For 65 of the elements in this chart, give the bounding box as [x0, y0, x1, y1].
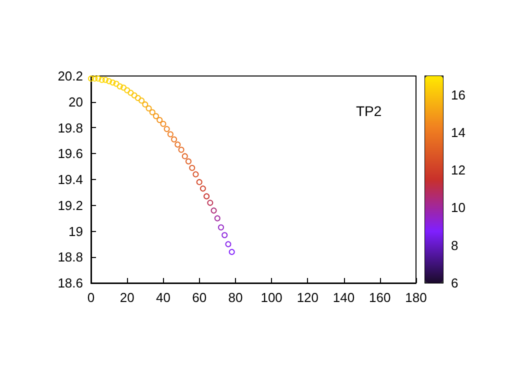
point [134, 94, 141, 101]
point [182, 153, 188, 160]
point [160, 120, 166, 127]
point [222, 232, 228, 238]
x-tick-label: 60 [192, 290, 207, 305]
point [131, 92, 138, 98]
point [228, 248, 235, 255]
y-tick-label: 18.8 [58, 250, 83, 265]
x-tick-label: 0 [87, 290, 95, 305]
x-tick-label: 40 [156, 290, 170, 305]
point [88, 76, 94, 82]
y-tick-label: 19.6 [58, 146, 83, 162]
point [102, 76, 108, 83]
annotation: TP2 [356, 103, 382, 119]
y-tick-label: 18.6 [58, 276, 83, 290]
point [138, 98, 145, 104]
y-tick-label: 19.8 [58, 120, 83, 136]
color-bar-label: 8 [451, 238, 458, 253]
point [110, 79, 116, 86]
point [171, 136, 178, 142]
point [196, 179, 202, 186]
point [142, 101, 148, 108]
x-tick-label: 120 [296, 290, 319, 305]
point [146, 105, 152, 112]
point [186, 158, 192, 164]
x-tick-label: 160 [369, 290, 391, 305]
color-bar-label: 16 [451, 87, 466, 102]
point [189, 164, 196, 171]
point [178, 146, 184, 153]
y-tick-label: 19.2 [58, 198, 83, 213]
point [174, 142, 181, 148]
point [200, 186, 206, 192]
color-bar-label: 12 [451, 162, 466, 178]
point [210, 208, 217, 214]
point [116, 83, 123, 90]
y-tick-label: 20.2 [58, 68, 83, 84]
point [120, 84, 126, 91]
point [156, 116, 163, 123]
x-tick-label: 100 [260, 290, 282, 305]
x-tick-label: 20 [120, 290, 134, 305]
point [204, 193, 210, 200]
point [225, 241, 232, 248]
point [167, 131, 174, 138]
color-bar-label: 14 [451, 124, 466, 140]
point [192, 171, 199, 178]
color-bar-label: 10 [451, 200, 466, 216]
point [98, 76, 105, 83]
x-tick-label: 80 [228, 290, 243, 305]
point [124, 87, 130, 94]
point [95, 76, 102, 82]
point [128, 90, 134, 96]
point [218, 224, 224, 230]
point [106, 78, 112, 84]
point [207, 200, 214, 206]
point [113, 80, 120, 87]
color-bar-label: 6 [451, 276, 458, 290]
y-tick-label: 20 [68, 94, 83, 110]
point [149, 109, 156, 116]
point [214, 215, 220, 222]
y-tick-label: 19.4 [58, 172, 83, 187]
x-tick-label: 180 [405, 290, 427, 305]
y-tick-label: 19 [68, 224, 83, 239]
x-tick-label: 140 [332, 290, 355, 305]
point [153, 113, 159, 120]
point [164, 126, 170, 132]
